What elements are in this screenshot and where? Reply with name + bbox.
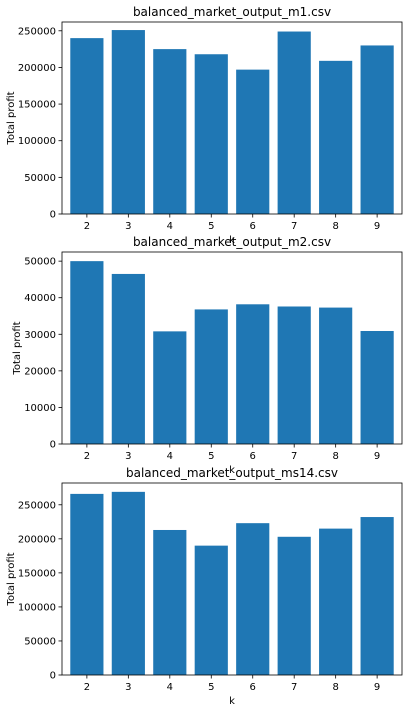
y-tick-label: 200000 [18,534,56,545]
x-tick-label: 7 [291,451,297,462]
bar-k-4 [153,331,187,444]
bar-k-8 [319,528,353,675]
x-tick-label: 3 [125,221,131,232]
bar-k-3 [111,273,145,444]
y-tick-label: 50000 [24,257,56,268]
x-tick-label: 7 [291,221,297,232]
x-tick-label: 8 [332,451,338,462]
y-axis-label: Total profit [6,552,17,606]
chart-title: balanced_market_output_m1.csv [133,5,331,19]
x-tick-label: 7 [291,682,297,693]
bar-group [70,30,394,215]
bar-k-3 [111,491,145,675]
x-tick-label: 4 [167,682,173,693]
bar-k-5 [194,309,228,444]
x-axis-label: k [229,696,235,707]
x-tick-label: 6 [250,451,256,462]
y-ticks: 0 10000 20000 30000 40000 50000 [24,257,62,451]
y-tick-label: 0 [50,210,56,221]
x-tick-label: 2 [84,451,90,462]
x-tick-label: 4 [167,221,173,232]
y-tick-label: 50000 [24,636,56,647]
subplot-ms14: balanced_market_output_ms14.csv Total pr… [6,466,403,707]
y-tick-label: 0 [50,671,56,682]
bar-k-2 [70,261,104,444]
x-tick-label: 5 [208,682,214,693]
x-tick-label: 5 [208,451,214,462]
bar-k-6 [236,523,270,675]
bar-k-2 [70,38,104,215]
bar-k-9 [360,517,394,675]
bar-k-5 [194,54,228,214]
y-tick-label: 30000 [24,330,56,341]
y-axis-label: Total profit [12,321,23,375]
x-tick-label: 5 [208,221,214,232]
y-tick-label: 20000 [24,366,56,377]
x-tick-label: 4 [167,451,173,462]
y-tick-label: 50000 [24,173,56,184]
chart-title: balanced_market_output_m2.csv [133,235,331,249]
x-axis-label: k [229,235,235,246]
bar-k-3 [111,30,145,215]
bar-k-8 [319,60,353,215]
x-ticks: 2 3 4 5 6 7 8 9 [84,675,380,693]
x-tick-label: 2 [84,682,90,693]
x-tick-label: 8 [332,682,338,693]
bar-k-8 [319,307,353,444]
x-tick-label: 3 [125,451,131,462]
y-tick-label: 40000 [24,293,56,304]
bar-k-5 [194,545,228,675]
bar-k-9 [360,45,394,215]
x-tick-label: 9 [374,682,380,693]
x-ticks: 2 3 4 5 6 7 8 9 [84,214,380,232]
x-tick-label: 8 [332,221,338,232]
x-tick-label: 3 [125,682,131,693]
bar-k-7 [277,536,311,675]
y-tick-label: 200000 [18,63,56,74]
axes-frame [61,482,403,676]
y-tick-label: 250000 [18,26,56,37]
x-tick-label: 6 [250,682,256,693]
bar-k-9 [360,330,394,444]
y-tick-label: 100000 [18,136,56,147]
bar-group [70,261,394,444]
x-tick-label: 9 [374,451,380,462]
y-ticks: 0 50000 100000 150000 200000 250000 [18,26,62,221]
x-axis-label: k [229,465,235,476]
bar-k-7 [277,306,311,444]
axes-frame [61,251,403,445]
bar-k-6 [236,69,270,214]
x-tick-label: 9 [374,221,380,232]
bar-group [70,491,394,675]
axes-frame [61,21,403,215]
y-tick-label: 0 [50,440,56,451]
y-ticks: 0 50000 100000 150000 200000 250000 [18,500,62,682]
y-axis-label: Total profit [6,91,17,145]
bar-k-4 [153,49,187,214]
y-tick-label: 150000 [18,568,56,579]
chart-title: balanced_market_output_ms14.csv [126,466,338,480]
y-tick-label: 250000 [18,500,56,511]
subplot-m1: balanced_market_output_m1.csv Total prof… [6,5,403,246]
x-tick-label: 6 [250,221,256,232]
y-tick-label: 10000 [24,403,56,414]
y-tick-label: 100000 [18,602,56,613]
bar-k-7 [277,31,311,214]
bar-k-4 [153,529,187,675]
bar-k-6 [236,304,270,444]
x-tick-label: 2 [84,221,90,232]
bar-k-2 [70,493,104,675]
subplot-m2: balanced_market_output_m2.csv Total prof… [12,235,403,476]
y-tick-label: 150000 [18,100,56,111]
x-ticks: 2 3 4 5 6 7 8 9 [84,444,380,462]
